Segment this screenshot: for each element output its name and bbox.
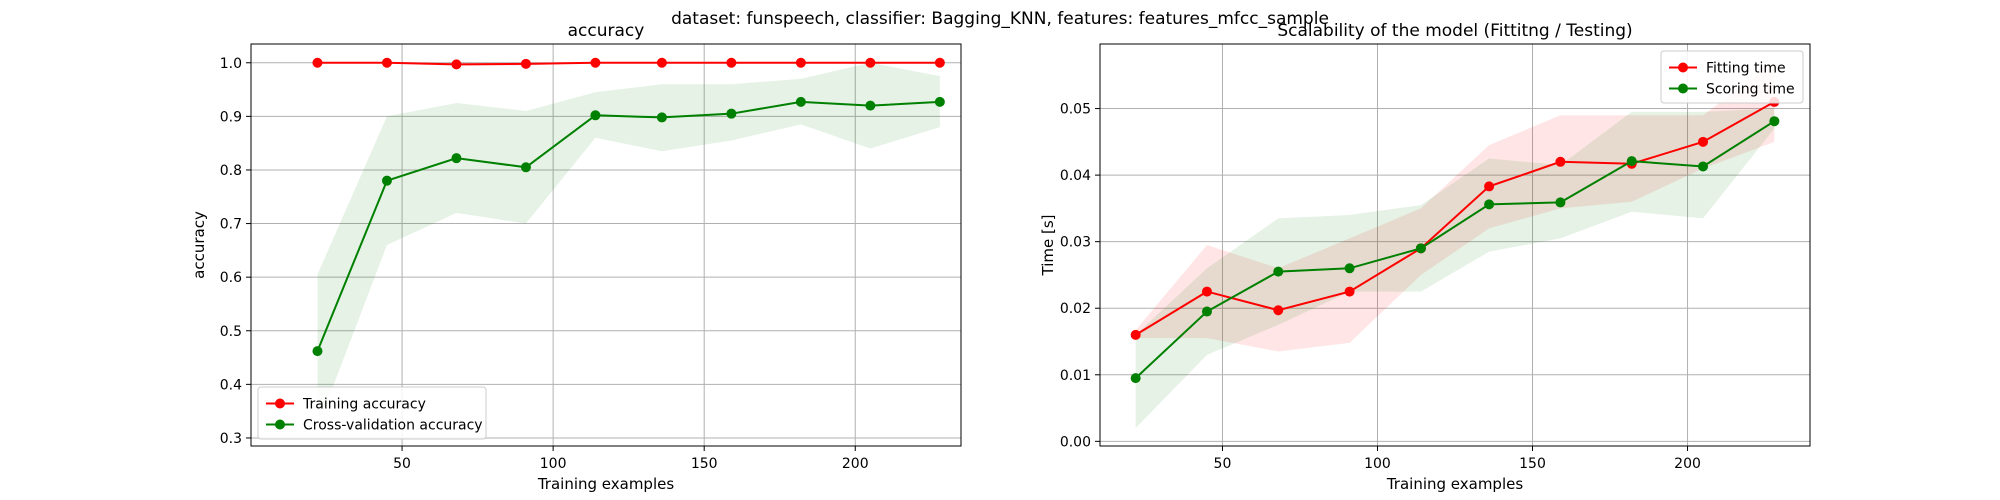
y-tick-label: 1.0 <box>220 56 242 72</box>
y-tick-label: 0.8 <box>220 163 242 179</box>
series-band-0 <box>1135 61 1775 352</box>
series-line-0 <box>1135 101 1775 336</box>
plot-frame <box>1099 43 1811 447</box>
legend-marker <box>1678 62 1688 73</box>
data-point <box>451 153 462 164</box>
y-tick-label: 0.5 <box>220 324 242 340</box>
x-axis-label: Training examples <box>537 475 675 493</box>
y-tick-label: 0.4 <box>220 377 242 393</box>
figure-suptitle: dataset: funspeech, classifier: Bagging_… <box>671 9 1329 29</box>
plot-frame <box>250 43 962 447</box>
accuracy-chart: 50 100 150 200 0.3 0.4 0.5 0.6 0.7 0.8 0.9 1.0 accur… <box>190 21 962 493</box>
data-point <box>1273 266 1284 277</box>
x-tick-label: 150 <box>1519 456 1546 472</box>
y-axis-label: accuracy <box>190 211 208 279</box>
data-point <box>381 175 392 186</box>
y-tick-label: 0.05 <box>1060 102 1091 118</box>
data-point <box>1555 197 1566 208</box>
data-point <box>865 100 876 111</box>
data-point <box>934 96 945 107</box>
legend-label: Fitting time <box>1706 61 1786 77</box>
y-tick-label: 0.3 <box>220 431 242 447</box>
data-point <box>1484 199 1495 210</box>
data-point <box>590 57 601 68</box>
y-axis-label: Time [s] <box>1039 215 1057 277</box>
y-tick-label: 0.6 <box>220 270 242 286</box>
data-point <box>1769 116 1780 127</box>
data-point <box>726 57 737 68</box>
legend-label: Cross-validation accuracy <box>303 418 483 434</box>
y-tick-label: 0.01 <box>1060 368 1091 384</box>
data-point <box>1415 243 1426 254</box>
y-tick-label: 0.04 <box>1060 168 1091 184</box>
data-point <box>1555 156 1566 167</box>
series-line-1 <box>1134 120 1775 379</box>
data-point <box>934 57 945 68</box>
data-point <box>1201 286 1212 297</box>
legend: Fitting time Scoring time <box>1660 50 1804 104</box>
data-point <box>520 162 531 173</box>
data-point <box>520 58 531 69</box>
data-point <box>795 57 806 68</box>
series-line-1 <box>316 100 940 352</box>
data-point <box>312 57 323 68</box>
y-tick-label: 0.9 <box>220 109 242 125</box>
y-tick-label: 0.7 <box>220 217 242 233</box>
legend-marker <box>275 398 285 409</box>
data-point <box>865 57 876 68</box>
data-point <box>1344 286 1355 297</box>
data-point <box>1130 329 1141 340</box>
data-point <box>1484 181 1495 192</box>
legend: Training accuracy Cross-validation accura… <box>257 386 487 440</box>
legend-label: Training accuracy <box>302 397 426 413</box>
data-point <box>656 112 667 123</box>
data-point <box>1698 161 1709 172</box>
series-band-1 <box>317 62 940 428</box>
data-point <box>1273 305 1284 316</box>
x-tick-label: 50 <box>393 456 411 472</box>
data-point <box>1626 156 1637 167</box>
data-point <box>312 346 323 357</box>
data-point <box>451 59 462 70</box>
legend-marker <box>1678 83 1688 94</box>
data-point <box>1698 136 1709 147</box>
data-point <box>1201 306 1212 317</box>
y-tick-label: 0.00 <box>1060 434 1091 450</box>
data-point <box>1130 373 1141 384</box>
data-point <box>381 57 392 68</box>
y-tick-label: 0.03 <box>1060 235 1091 251</box>
x-tick-label: 100 <box>540 456 567 472</box>
data-point <box>726 108 737 119</box>
x-tick-label: 100 <box>1364 456 1391 472</box>
legend-label: Scoring time <box>1706 82 1795 98</box>
x-tick-label: 150 <box>691 456 718 472</box>
data-point <box>795 96 806 107</box>
y-tick-label: 0.02 <box>1060 301 1091 317</box>
series-line-0 <box>317 61 940 66</box>
series-band-1 <box>1135 108 1775 429</box>
x-tick-label: 200 <box>842 456 869 472</box>
legend-marker <box>275 419 285 430</box>
legend-box <box>257 386 487 440</box>
x-axis-label: Training examples <box>1386 475 1524 493</box>
scalability-chart: 50 100 150 200 0.00 0.01 0.02 0.03 0.04 0.05 Scala… <box>1039 21 1811 493</box>
chart-title: Scalability of the model (Fittitng / Tes… <box>1277 21 1632 41</box>
legend-box <box>1660 50 1804 104</box>
x-tick-label: 200 <box>1674 456 1701 472</box>
data-point <box>1344 263 1355 274</box>
chart-title: accuracy <box>568 21 645 41</box>
data-point <box>590 110 601 121</box>
data-point <box>656 57 667 68</box>
x-tick-label: 50 <box>1214 456 1232 472</box>
